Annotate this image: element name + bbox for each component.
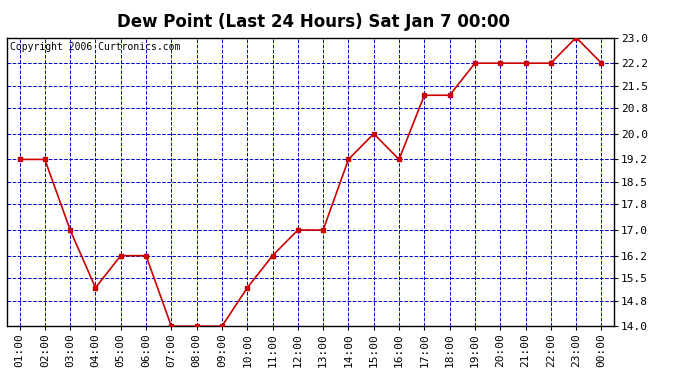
Text: Dew Point (Last 24 Hours) Sat Jan 7 00:00: Dew Point (Last 24 Hours) Sat Jan 7 00:0… [117, 13, 511, 31]
Text: Copyright 2006 Curtronics.com: Copyright 2006 Curtronics.com [10, 42, 180, 52]
